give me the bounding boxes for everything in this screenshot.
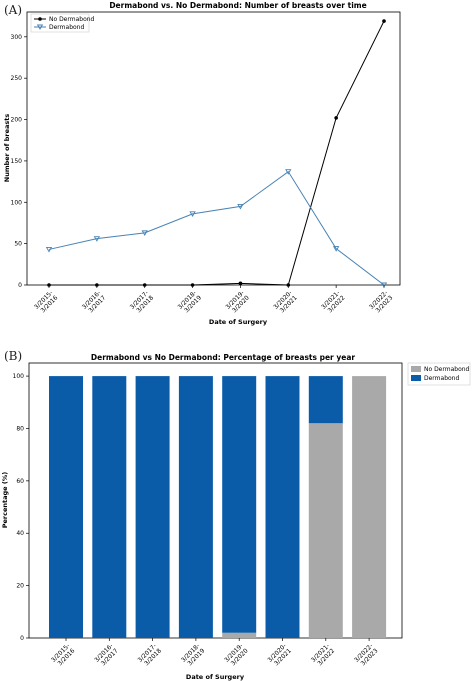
data-point: [189, 211, 196, 217]
y-tick-label: 300: [11, 34, 23, 41]
x-tick-label: 3/2021-3/2022: [310, 642, 336, 668]
series-line: [49, 20, 385, 286]
bar-segment: [135, 376, 170, 638]
legend-marker: [38, 17, 42, 21]
legend-label: No Dermabond: [49, 16, 95, 23]
series-line: [48, 170, 385, 286]
bar-segment: [308, 376, 343, 424]
x-tick-label: 3/2020-3/2021: [272, 289, 298, 315]
bar-chart: Dermabond vs No Dermabond: Percentage of…: [1, 353, 471, 681]
legend-label: No Dermabond: [424, 366, 470, 373]
chart-b-ylabel: Percentage (%): [1, 472, 9, 529]
x-tick-label: 3/2022-3/2023: [353, 642, 379, 668]
y-tick-label: 50: [14, 241, 22, 248]
x-tick-label: 3/2015-3/2016: [33, 289, 59, 315]
data-point: [95, 283, 99, 287]
legend-label: Dermabond: [424, 375, 459, 382]
data-point: [237, 203, 244, 210]
data-point: [238, 281, 243, 286]
legend-marker: [36, 24, 44, 30]
data-point: [334, 116, 338, 120]
chart-b-plot-area: [28, 362, 403, 639]
x-tick-label: 3/2016-3/2017: [93, 642, 119, 668]
legend-swatch: [411, 375, 421, 381]
y-tick-label: 80: [16, 425, 24, 432]
bar-segment: [222, 632, 257, 638]
x-tick-label: 3/2016-3/2017: [81, 289, 107, 315]
y-tick-label: 0: [18, 282, 22, 289]
panel-label-a: (A): [4, 3, 22, 17]
legend-label: Dermabond: [49, 24, 84, 31]
chart-a-xlabel: Date of Surgery: [209, 318, 268, 326]
chart-a-plot-area: [26, 11, 401, 286]
x-tick-label: 3/2018-3/2019: [177, 289, 203, 315]
y-tick-label: 0: [20, 635, 24, 642]
data-point: [332, 246, 340, 252]
x-tick-label: 3/2019-3/2020: [224, 289, 250, 315]
y-tick-label: 100: [13, 373, 25, 380]
bar-segment: [49, 376, 83, 638]
bar-segment: [222, 376, 257, 633]
x-tick-label: 3/2018-3/2019: [180, 642, 206, 668]
x-tick-label: 3/2020-3/2021: [267, 642, 293, 668]
y-tick-label: 20: [16, 583, 24, 590]
chart-b-xlabel: Date of Surgery: [186, 673, 245, 681]
legend-swatch: [411, 366, 421, 372]
bar-segment: [178, 376, 213, 638]
bar-segment: [352, 376, 387, 638]
bar-segment: [265, 376, 300, 638]
x-tick-label: 3/2017-3/2018: [129, 289, 155, 315]
bar-segment: [308, 423, 343, 638]
data-point: [141, 230, 148, 236]
legend: No Dermabond Dermabond: [407, 362, 471, 386]
y-tick-label: 60: [16, 478, 24, 485]
chart-a-ylabel: Number of breasts: [3, 114, 11, 183]
x-tick-label: 3/2019-3/2020: [223, 642, 249, 668]
chart-b-title: Dermabond vs No Dermabond: Percentage of…: [91, 353, 355, 362]
data-point: [47, 283, 51, 287]
y-tick-label: 40: [16, 530, 24, 537]
panel-label-b: (B): [4, 349, 22, 363]
chart-a-title: Dermabond vs. No Dermabond: Number of br…: [109, 1, 366, 10]
data-point: [190, 283, 195, 287]
data-point: [380, 282, 388, 289]
data-point: [286, 283, 291, 287]
y-tick-label: 150: [11, 158, 23, 165]
line-chart: Dermabond vs. No Dermabond: Number of br…: [3, 1, 401, 326]
data-point: [382, 19, 386, 23]
x-tick-label: 3/2021-3/2022: [320, 289, 346, 315]
y-tick-label: 200: [11, 117, 23, 124]
data-point: [285, 169, 292, 175]
data-point: [45, 246, 53, 253]
x-tick-label: 3/2017-3/2018: [137, 642, 163, 668]
bar-segment: [92, 376, 127, 638]
y-tick-label: 250: [11, 75, 23, 82]
x-tick-label: 3/2015-3/2016: [50, 642, 76, 668]
data-point: [142, 283, 147, 287]
legend-frame: [407, 362, 471, 386]
y-tick-label: 100: [11, 199, 23, 206]
data-point: [93, 236, 101, 242]
x-tick-label: 3/2022-3/2023: [368, 289, 394, 315]
